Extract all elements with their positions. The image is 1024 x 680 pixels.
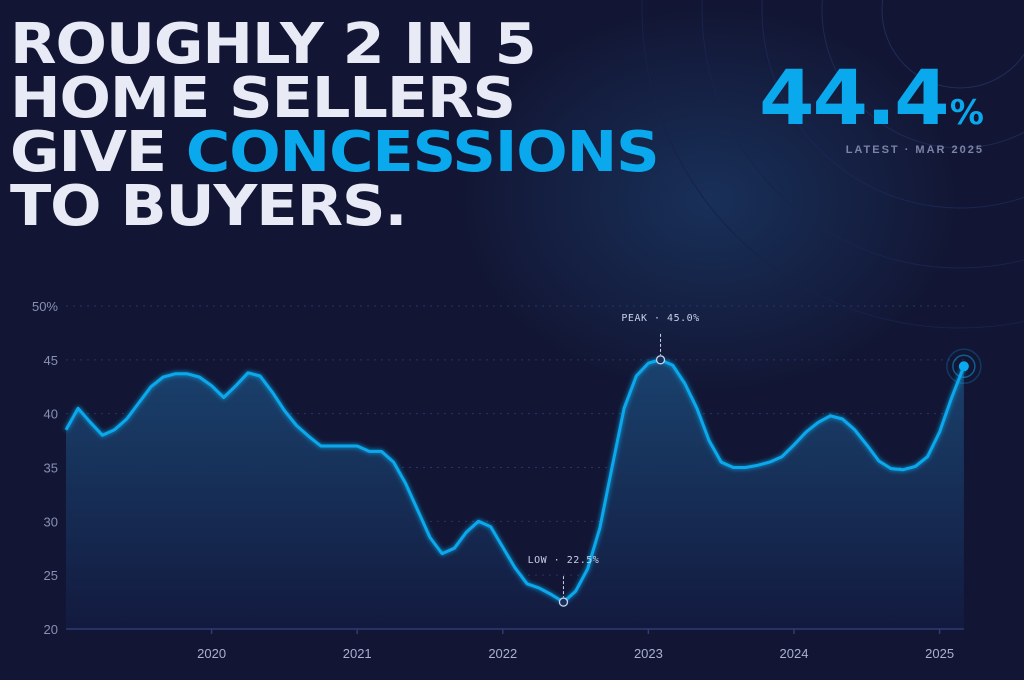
latest-point xyxy=(958,361,969,372)
x-tick-label: 2021 xyxy=(343,646,372,661)
latest-ring-outer xyxy=(946,348,982,385)
y-tick-label: 40 xyxy=(44,407,58,422)
annotation-marker xyxy=(655,355,666,365)
area-fill xyxy=(66,359,964,629)
stat-unit: % xyxy=(949,93,984,133)
latest-stat: 44.4% LATEST · MAR 2025 xyxy=(759,60,984,157)
y-tick-label: 45 xyxy=(44,353,58,368)
headline-line-1: ROUGHLY 2 IN 5 xyxy=(10,12,537,77)
y-axis-labels: 20 25 30 35 40 45 50% xyxy=(32,299,58,637)
annotations: PEAK · 45.0% LOW · 22.5% xyxy=(528,313,982,607)
headline-accent-word: CONCESSIONS xyxy=(185,120,660,185)
x-tick-label: 2022 xyxy=(488,646,517,661)
series-line xyxy=(64,358,966,604)
headline-line-3-prefix: GIVE xyxy=(10,120,186,185)
headline-line-3: GIVE CONCESSIONS xyxy=(10,125,660,181)
y-tick-label: 50% xyxy=(32,299,58,314)
stat-caption: LATEST · MAR 2025 xyxy=(845,144,984,156)
headline: ROUGHLY 2 IN 5 HOME SELLERS GIVE CONCESS… xyxy=(10,12,660,239)
y-tick-label: 30 xyxy=(44,514,58,529)
x-tick-label: 2023 xyxy=(634,646,663,661)
annotation-label: PEAK · 45.0% xyxy=(621,313,699,324)
latest-ring-inner xyxy=(952,354,976,379)
stat-value: 44.4 xyxy=(759,53,950,142)
y-tick-label: 25 xyxy=(44,568,58,583)
headline-line-4: TO BUYERS. xyxy=(10,174,407,239)
y-tick-label: 20 xyxy=(44,622,58,637)
x-tick-label: 2020 xyxy=(197,646,226,661)
x-axis-ticks: 2020 2021 2022 2023 2024 2025 xyxy=(197,629,954,661)
x-tick-label: 2025 xyxy=(925,646,954,661)
headline-line-2: HOME SELLERS xyxy=(10,66,516,131)
annotation-marker xyxy=(558,597,569,607)
x-tick-label: 2024 xyxy=(780,646,809,661)
y-tick-label: 35 xyxy=(44,461,58,476)
annotation-label: LOW · 22.5% xyxy=(528,555,600,566)
